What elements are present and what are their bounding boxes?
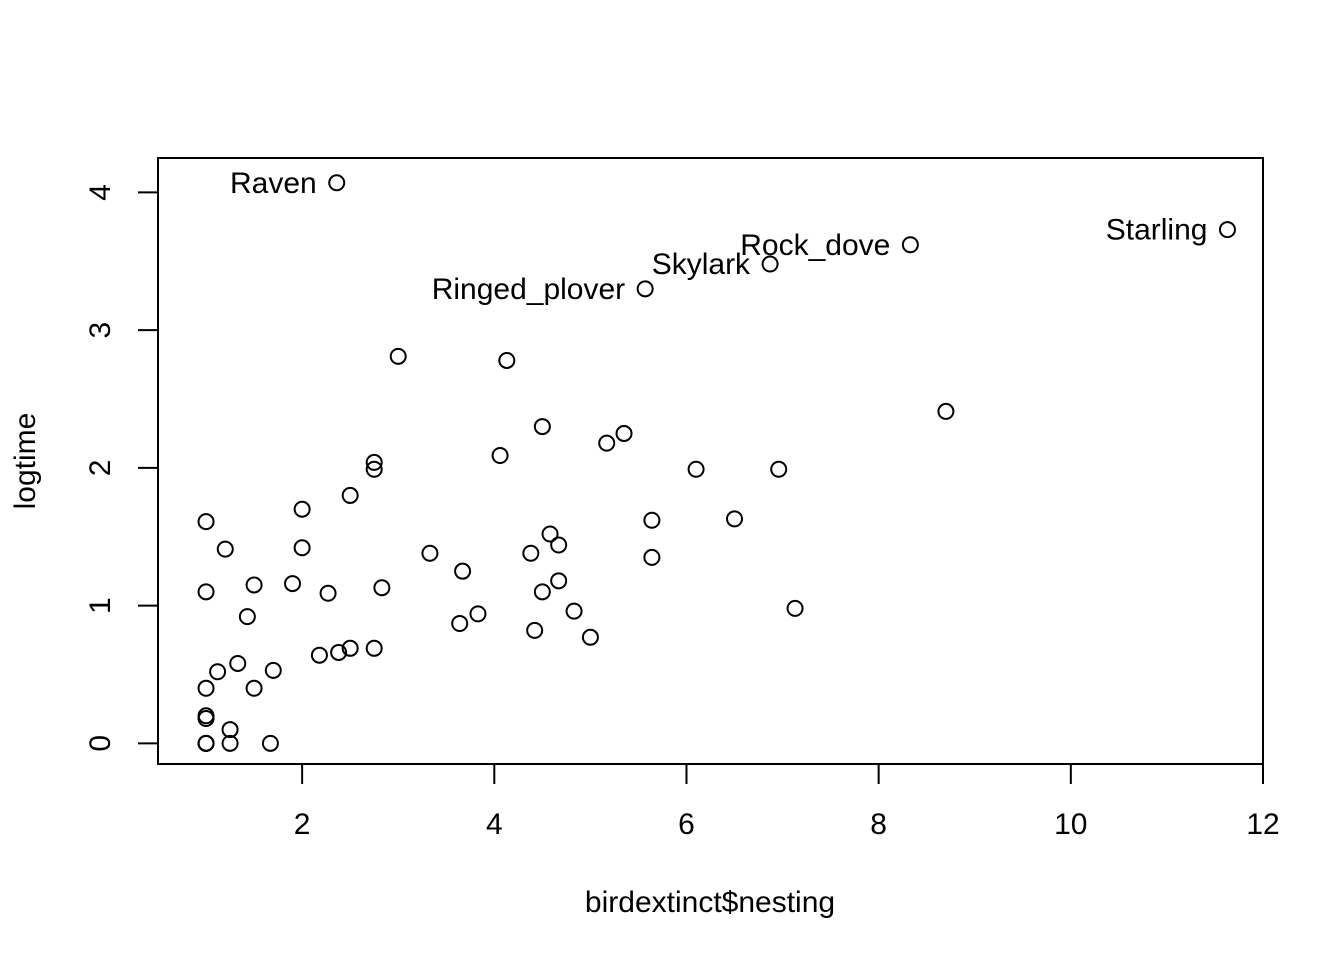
data-point <box>615 424 633 442</box>
data-point <box>550 572 568 590</box>
data-point <box>341 639 359 657</box>
y-tick-label: 2 <box>84 460 117 477</box>
data-point <box>365 453 383 471</box>
y-tick-label: 4 <box>84 184 117 201</box>
data-point <box>197 679 215 697</box>
data-point <box>238 608 256 626</box>
data-point <box>454 562 472 580</box>
data-point <box>245 576 263 594</box>
y-axis-title: logtime <box>9 413 42 510</box>
data-point <box>389 347 407 365</box>
data-point <box>365 460 383 478</box>
data-point <box>491 446 509 464</box>
data-point <box>687 460 705 478</box>
data-point <box>216 540 234 558</box>
y-axis: 0 1 2 3 4 <box>84 184 159 752</box>
data-point <box>264 661 282 679</box>
data-point <box>293 500 311 518</box>
x-axis: 2 4 6 8 10 12 <box>294 763 1280 841</box>
data-point <box>310 646 328 664</box>
data-point <box>221 734 239 752</box>
point-label: Starling <box>1106 214 1208 247</box>
data-point <box>284 575 302 593</box>
data-point <box>197 734 215 752</box>
data-point <box>245 679 263 697</box>
data-point <box>1218 221 1236 239</box>
data-point <box>469 605 487 623</box>
point-label: Raven <box>230 167 317 200</box>
x-tick-label: 4 <box>486 808 503 841</box>
data-point <box>761 255 779 273</box>
data-point <box>365 639 383 657</box>
data-point <box>550 536 568 554</box>
data-point <box>533 583 551 601</box>
data-point <box>901 236 919 254</box>
data-point <box>328 174 346 192</box>
data-point <box>541 525 559 543</box>
x-tick-label: 6 <box>678 808 695 841</box>
y-tick-label: 1 <box>84 597 117 614</box>
data-point <box>636 280 654 298</box>
data-point <box>581 628 599 646</box>
data-point <box>726 510 744 528</box>
data-point <box>937 402 955 420</box>
data-point <box>643 511 661 529</box>
data-point <box>598 434 616 452</box>
x-axis-title: birdextinct$nesting <box>585 886 835 919</box>
data-point <box>786 599 804 617</box>
x-tick-label: 8 <box>870 808 887 841</box>
y-tick-label: 0 <box>84 735 117 752</box>
y-tick-label: 3 <box>84 322 117 339</box>
data-point <box>373 579 391 597</box>
data-point <box>770 460 788 478</box>
data-point <box>221 721 239 739</box>
x-tick-label: 10 <box>1054 808 1087 841</box>
data-point <box>643 548 661 566</box>
data-point <box>197 707 215 725</box>
data-point <box>421 544 439 562</box>
x-tick-label: 12 <box>1246 808 1279 841</box>
point-label: Skylark <box>652 248 751 281</box>
data-point <box>229 654 247 672</box>
data-point <box>341 486 359 504</box>
data-point <box>261 734 279 752</box>
data-point <box>533 418 551 436</box>
data-points <box>197 174 1236 752</box>
point-label: Rock_dove <box>740 229 890 262</box>
data-point <box>330 643 348 661</box>
data-point <box>526 621 544 639</box>
data-point <box>565 602 583 620</box>
data-point <box>293 539 311 557</box>
data-point <box>209 663 227 681</box>
data-point <box>197 513 215 531</box>
point-label: Ringed_plover <box>432 273 625 306</box>
data-point <box>319 584 337 602</box>
data-point <box>197 583 215 601</box>
x-tick-label: 2 <box>294 808 311 841</box>
data-point <box>522 544 540 562</box>
data-point <box>498 351 516 369</box>
data-point <box>451 615 469 633</box>
